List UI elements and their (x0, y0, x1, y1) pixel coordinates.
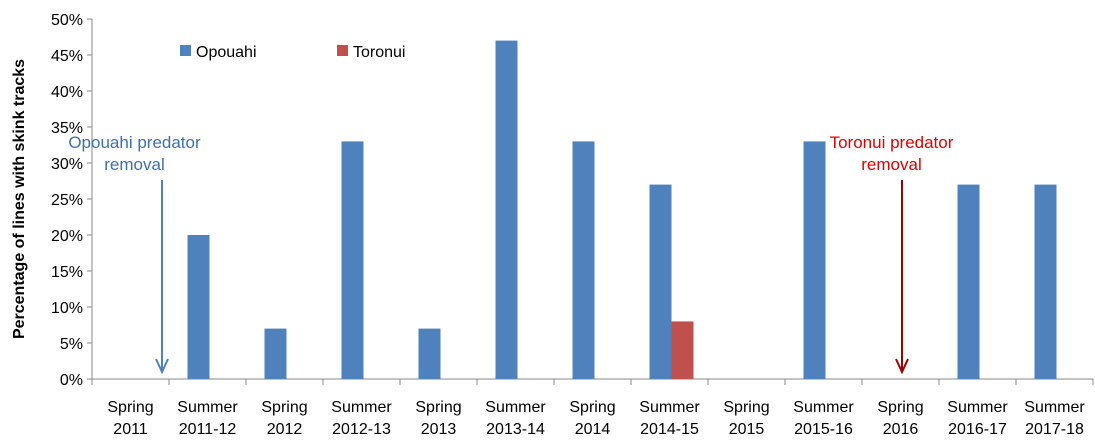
y-tick-label: 30% (51, 156, 83, 173)
legend-swatch (180, 45, 191, 56)
x-tick-label: Spring (107, 399, 153, 416)
y-tick-label: 35% (51, 120, 83, 137)
y-tick-label: 40% (51, 84, 83, 101)
x-tick-label: Spring (261, 399, 307, 416)
y-tick-label: 0% (60, 372, 83, 389)
bar (671, 321, 694, 379)
x-tick-label: 2014-15 (640, 421, 699, 438)
x-tick-label: Summer (177, 399, 238, 416)
x-tick-label: Spring (569, 399, 615, 416)
bar (187, 235, 210, 379)
arrow-head (155, 358, 169, 375)
bar (1034, 184, 1057, 379)
annotation: removal (861, 155, 921, 174)
y-tick-label: 10% (51, 300, 83, 317)
legend-swatch (337, 45, 348, 56)
x-tick-label: 2011-12 (179, 421, 237, 438)
x-tick-label: 2015 (729, 421, 765, 438)
x-tick-label: Summer (1024, 399, 1085, 416)
bar (495, 40, 518, 379)
x-tick-label: 2013 (421, 421, 457, 438)
bar (649, 184, 672, 379)
bar (957, 184, 980, 379)
y-tick-label: 5% (60, 336, 83, 353)
x-tick-label: 2012 (267, 421, 303, 438)
y-tick-label: 15% (51, 264, 83, 281)
y-tick-label: 50% (51, 12, 83, 29)
x-tick-label: Summer (639, 399, 700, 416)
x-tick-label: 2016 (883, 421, 919, 438)
arrow-head (895, 358, 909, 375)
annotation: Toronui predator (830, 133, 954, 152)
x-tick-label: 2012-13 (332, 421, 391, 438)
x-tick-label: 2016-17 (948, 421, 1007, 438)
annotation: removal (104, 155, 164, 174)
y-axis-label: Percentage of lines with skink tracks (11, 59, 28, 339)
x-tick-label: Summer (485, 399, 546, 416)
bar (803, 141, 826, 379)
bar (418, 328, 441, 379)
x-tick-label: Summer (947, 399, 1008, 416)
x-tick-label: Spring (415, 399, 461, 416)
legend-label: Opouahi (196, 44, 257, 61)
bar (572, 141, 595, 379)
x-tick-label: 2017-18 (1025, 421, 1084, 438)
bar (264, 328, 287, 379)
x-tick-label: Summer (793, 399, 854, 416)
legend-label: Toronui (353, 44, 405, 61)
x-tick-label: 2014 (575, 421, 611, 438)
x-tick-label: Summer (331, 399, 392, 416)
bar (341, 141, 364, 379)
x-tick-label: Spring (723, 399, 769, 416)
y-tick-label: 25% (51, 192, 83, 209)
y-tick-label: 45% (51, 48, 83, 65)
y-tick-label: 20% (51, 228, 83, 245)
x-tick-label: 2013-14 (486, 421, 545, 438)
x-tick-label: 2015-16 (794, 421, 853, 438)
x-tick-label: 2011 (113, 421, 148, 438)
annotation: Opouahi predator (68, 133, 201, 152)
x-tick-label: Spring (877, 399, 923, 416)
